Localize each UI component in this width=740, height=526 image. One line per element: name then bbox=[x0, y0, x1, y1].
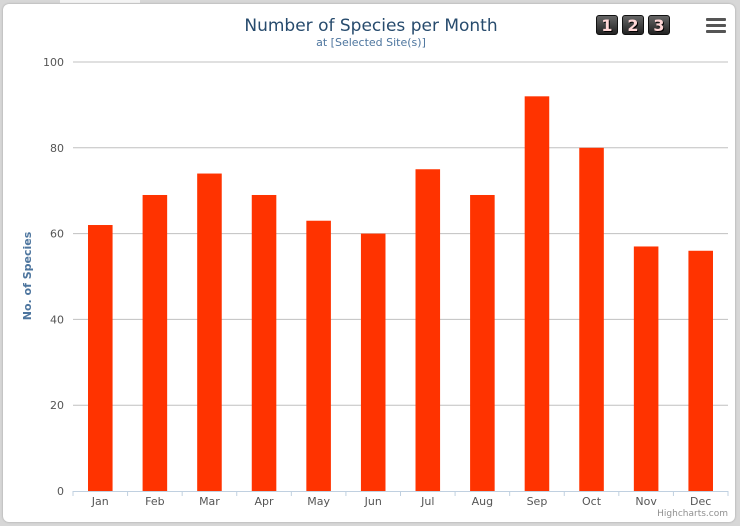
bar-sep bbox=[524, 96, 550, 491]
rank-button-2[interactable]: 2 bbox=[622, 15, 644, 35]
bar-jun bbox=[360, 233, 386, 491]
bar-jan bbox=[88, 225, 113, 491]
menu-bar-3 bbox=[706, 30, 726, 33]
y-axis-label: No. of Species bbox=[21, 231, 34, 320]
chart-subtitle: at [Selected Site(s)] bbox=[316, 36, 426, 49]
x-tick-label-apr: Apr bbox=[255, 495, 275, 508]
rank-button-3[interactable]: 3 bbox=[648, 15, 670, 35]
x-tick-label-dec: Dec bbox=[690, 495, 711, 508]
x-tick-label-aug: Aug bbox=[472, 495, 493, 508]
bar-jul bbox=[415, 169, 441, 491]
x-tick-label-nov: Nov bbox=[635, 495, 657, 508]
bar-apr bbox=[251, 194, 277, 492]
bar-may bbox=[306, 220, 331, 492]
x-tick-label-oct: Oct bbox=[582, 495, 602, 508]
chart-title: Number of Species per Month bbox=[244, 16, 497, 36]
rank-button-1[interactable]: 1 bbox=[596, 15, 618, 35]
bar-oct bbox=[579, 147, 604, 492]
bar-aug bbox=[470, 194, 495, 492]
x-tick-label-jun: Jun bbox=[364, 495, 382, 508]
y-tick-label-100: 100 bbox=[43, 56, 64, 69]
bars bbox=[88, 96, 713, 492]
x-tick-label-jan: Jan bbox=[91, 495, 109, 508]
bar-nov bbox=[633, 246, 659, 491]
grid-lines bbox=[73, 61, 728, 406]
y-tick-label-60: 60 bbox=[50, 228, 64, 241]
x-tick-label-may: May bbox=[307, 495, 330, 508]
bar-feb bbox=[142, 194, 168, 492]
axes: 0 20 40 60 80 100 Jan Feb Mar Apr May Jun Jul Aug Sep O… bbox=[43, 56, 729, 508]
y-tick-label-80: 80 bbox=[50, 142, 64, 155]
hamburger-menu-icon[interactable] bbox=[706, 18, 726, 36]
bar-dec bbox=[688, 250, 713, 491]
bar-mar bbox=[197, 173, 222, 492]
credits-link[interactable]: Highcharts.com bbox=[657, 509, 728, 519]
top-tab-strip bbox=[60, 0, 140, 3]
x-tick-label-feb: Feb bbox=[145, 495, 164, 508]
menu-bar-2 bbox=[706, 24, 726, 27]
y-tick-label-40: 40 bbox=[50, 313, 64, 326]
y-tick-label-20: 20 bbox=[50, 399, 64, 412]
x-tick-label-jul: Jul bbox=[420, 495, 434, 508]
x-tick-label-sep: Sep bbox=[527, 495, 548, 508]
x-tick-label-mar: Mar bbox=[199, 495, 220, 508]
y-tick-label-0: 0 bbox=[57, 485, 64, 498]
menu-bar-1 bbox=[706, 18, 726, 21]
